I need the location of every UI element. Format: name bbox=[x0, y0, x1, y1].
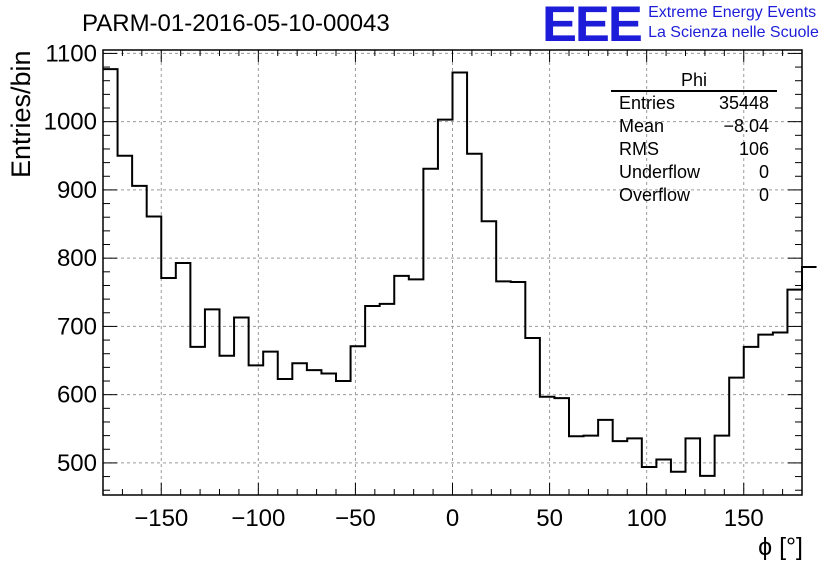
x-tick-label: 100 bbox=[627, 505, 667, 532]
y-tick-label: 900 bbox=[57, 177, 97, 204]
stats-row-entries: Entries 35448 bbox=[611, 92, 777, 115]
stats-value: 35448 bbox=[718, 93, 769, 113]
stats-label: Entries bbox=[619, 93, 676, 113]
histogram-series bbox=[103, 68, 817, 477]
eee-logo: EEE Extreme Energy Events La Scienza nel… bbox=[542, 0, 819, 52]
logo-caption-line-1: Extreme Energy Events bbox=[648, 4, 817, 21]
y-axis-label: Entries/bin bbox=[6, 50, 36, 178]
stats-title: Phi bbox=[611, 70, 777, 92]
stats-label: Mean bbox=[619, 116, 665, 136]
stats-box: Phi Entries 35448 Mean −8.04 RMS 106 Und… bbox=[611, 70, 777, 207]
axis-ticks bbox=[102, 50, 803, 495]
y-tick-label: 500 bbox=[57, 450, 97, 477]
stats-value: 106 bbox=[738, 139, 769, 159]
stats-row-underflow: Underflow 0 bbox=[611, 161, 777, 184]
stats-row-rms: RMS 106 bbox=[611, 138, 777, 161]
stats-row-overflow: Overflow 0 bbox=[611, 184, 777, 207]
y-tick-label: 600 bbox=[57, 382, 97, 409]
x-tick-label: 0 bbox=[446, 505, 459, 532]
x-tick-label: −50 bbox=[335, 505, 376, 532]
stats-row-mean: Mean −8.04 bbox=[611, 115, 777, 138]
stats-label: Overflow bbox=[619, 185, 691, 205]
axis-tick-labels: −150 −100 −50 0 50 100 150 500 600 700 800 900 1000 1… bbox=[44, 40, 764, 532]
x-axis-label: ϕ [°] bbox=[758, 533, 803, 561]
x-tick-label: −150 bbox=[134, 505, 188, 532]
y-tick-label: 700 bbox=[57, 313, 97, 340]
x-tick-label: 50 bbox=[536, 505, 563, 532]
stats-label: Underflow bbox=[619, 162, 701, 182]
stats-value: 0 bbox=[758, 185, 769, 205]
chart-title: PARM-01-2016-05-10-00043 bbox=[82, 10, 390, 37]
y-tick-label: 1100 bbox=[45, 40, 97, 67]
stats-value: 0 bbox=[758, 162, 769, 182]
eee-logo-text: EEE bbox=[542, 0, 643, 52]
y-tick-label: 1000 bbox=[44, 109, 97, 136]
eee-logo-caption: Extreme Energy Events La Scienza nelle S… bbox=[648, 3, 819, 43]
stats-label: RMS bbox=[619, 139, 659, 159]
x-tick-label: 150 bbox=[724, 505, 764, 532]
stats-value: −8.04 bbox=[723, 116, 769, 136]
y-tick-label: 800 bbox=[57, 245, 97, 272]
logo-caption-line-2: La Scienza nelle Scuole bbox=[648, 24, 819, 41]
x-tick-label: −100 bbox=[231, 505, 285, 532]
